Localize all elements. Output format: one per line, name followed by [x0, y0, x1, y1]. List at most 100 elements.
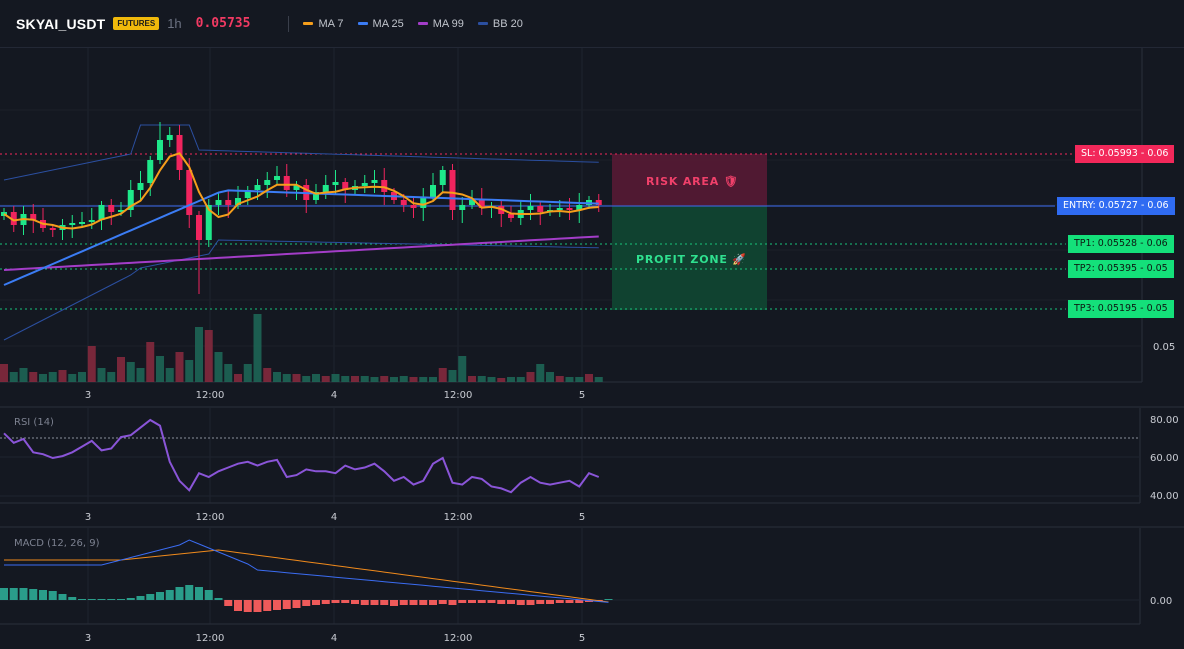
macd-histogram — [0, 585, 613, 612]
legend-ma7[interactable]: MA 7 — [303, 18, 344, 30]
volume-bar — [58, 370, 67, 382]
tp2-tag: TP2: 0.05395 - 0.05 — [1068, 260, 1174, 278]
rsi-tick-80: 80.00 — [1150, 415, 1179, 426]
candle-body — [108, 205, 115, 212]
candle-body — [79, 222, 85, 224]
volume-bar — [273, 372, 281, 382]
macd-hist-bar — [360, 600, 369, 605]
macd-hist-bar — [438, 600, 447, 604]
macd-hist-bar — [136, 596, 145, 600]
volume-bar — [234, 374, 242, 382]
candle-body — [332, 182, 339, 185]
ma99-swatch — [417, 22, 428, 25]
macd-hist-bar — [214, 598, 223, 600]
volume-bar — [468, 376, 476, 382]
candle-body — [508, 214, 514, 218]
bollinger-bands — [3, 124, 599, 341]
bb20-swatch — [477, 22, 488, 25]
candle-body — [274, 176, 280, 180]
candle-body — [527, 206, 534, 210]
volume-bar — [243, 364, 252, 382]
risk-area-zone — [612, 154, 767, 206]
time-label: 4 — [331, 633, 337, 644]
tp3-tag-value: 0.05 — [1146, 303, 1168, 314]
volume-bar — [507, 377, 515, 382]
macd-hist-bar — [39, 590, 47, 600]
volume-bar — [214, 352, 223, 382]
time-label: 5 — [579, 390, 585, 401]
volume-bar — [292, 374, 301, 382]
ma25-line — [3, 189, 599, 286]
macd-hist-bar — [175, 587, 184, 600]
last-price: 0.05735 — [195, 16, 251, 31]
tp3-tag: TP3: 0.05195 - 0.05 — [1068, 300, 1174, 318]
risk-area-label: RISK AREA 🛡 — [646, 175, 738, 188]
macd-hist-bar — [448, 600, 457, 605]
time-label: 5 — [579, 633, 585, 644]
candle-body — [556, 208, 563, 210]
macd-hist-bar — [58, 594, 67, 600]
time-label: 4 — [331, 390, 337, 401]
volume-bar — [195, 327, 203, 382]
legend-bb20[interactable]: BB 20 — [477, 17, 523, 30]
volume-bar — [331, 374, 340, 382]
legend-bb20-label: BB 20 — [492, 17, 523, 30]
volume-bar — [204, 330, 213, 382]
candle-body — [205, 205, 212, 240]
time-label: 4 — [331, 512, 337, 523]
candle-body — [420, 198, 427, 208]
candle-body — [459, 205, 466, 210]
volume-bar — [380, 376, 389, 382]
volume-bar — [224, 364, 233, 382]
volume-bar — [516, 377, 525, 382]
legend-ma99[interactable]: MA 99 — [417, 18, 464, 30]
macd-hist-bar — [341, 600, 350, 603]
timeframe-label[interactable]: 1h — [167, 16, 182, 31]
macd-hist-bar — [97, 599, 106, 600]
chart-header: SKYAI_USDT FUTURES 1h 0.05735 MA 7 MA 25… — [0, 0, 1184, 48]
tp1-tag-label: TP1: 0.05528 — [1074, 238, 1138, 249]
candle-body — [381, 180, 388, 192]
time-label: 12:00 — [444, 633, 473, 644]
macd-hist-bar — [0, 588, 8, 600]
macd-hist-bar — [302, 600, 311, 606]
macd-signal-line — [4, 549, 609, 603]
volume-bar — [9, 372, 18, 382]
legend-ma25[interactable]: MA 25 — [357, 18, 404, 30]
macd-hist-bar — [458, 600, 467, 603]
symbol-title[interactable]: SKYAI_USDT — [16, 15, 106, 32]
macd-hist-bar — [487, 600, 496, 603]
candle-body — [264, 180, 271, 185]
macd-hist-bar — [68, 597, 77, 600]
macd-line — [4, 539, 609, 603]
macd-hist-bar — [468, 600, 476, 603]
tp1-tag-value: 0.06 — [1146, 238, 1168, 249]
macd-hist-bar — [204, 590, 213, 600]
candle-body — [49, 228, 56, 230]
macd-hist-bar — [477, 600, 486, 603]
candlesticks — [1, 122, 602, 294]
macd-hist-bar — [117, 599, 125, 600]
macd-hist-bar — [195, 587, 203, 600]
volume-bar — [175, 352, 184, 382]
macd-hist-bar — [253, 600, 262, 612]
price-tick: 0.05 — [1153, 342, 1175, 353]
macd-title: MACD (12, 26, 9) — [14, 538, 100, 549]
candle-body — [361, 183, 368, 186]
macd-hist-bar — [165, 590, 174, 600]
volume-bar — [263, 368, 272, 382]
volume-bar — [536, 364, 545, 382]
candle-body — [410, 205, 417, 208]
ma7-swatch — [303, 22, 314, 25]
volume-bar — [321, 376, 330, 382]
tp1-tag: TP1: 0.05528 - 0.06 — [1068, 235, 1174, 253]
time-label: 12:00 — [196, 633, 225, 644]
macd-hist-bar — [419, 600, 428, 605]
time-label: 12:00 — [196, 512, 225, 523]
macd-hist-bar — [390, 600, 398, 606]
volume-bar — [497, 378, 506, 382]
macd-hist-bar — [185, 585, 194, 600]
macd-hist-bar — [321, 600, 330, 604]
